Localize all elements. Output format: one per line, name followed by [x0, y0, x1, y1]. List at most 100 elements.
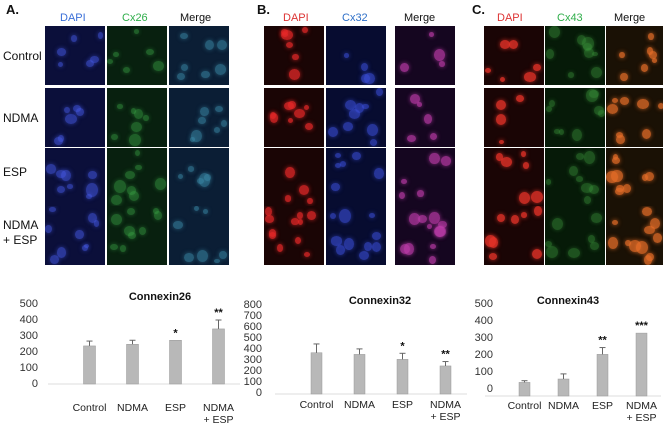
cell-nucleus — [296, 212, 304, 219]
micrograph-tile — [545, 206, 605, 265]
y-tick-label: 400 — [244, 343, 262, 355]
cell-nucleus — [127, 185, 136, 196]
y-tick-label: 100 — [20, 362, 38, 374]
cell-nucleus — [635, 241, 648, 254]
cell-nucleus — [57, 61, 64, 68]
cell-nucleus — [648, 51, 658, 60]
cell-nucleus — [643, 254, 653, 265]
cell-nucleus — [417, 214, 427, 223]
cell-nucleus — [592, 51, 598, 57]
cell-nucleus — [57, 135, 64, 142]
cell-nucleus — [173, 221, 183, 229]
cell-nucleus — [83, 243, 89, 248]
cell-nucleus — [181, 64, 189, 71]
cell-nucleus — [584, 195, 592, 204]
cell-nucleus — [658, 103, 663, 110]
cell-nucleus — [567, 72, 575, 79]
cell-nucleus — [616, 135, 625, 144]
cell-nucleus — [284, 166, 295, 179]
cell-nucleus — [201, 70, 210, 79]
cell-nucleus — [364, 73, 375, 84]
cell-nucleus — [196, 177, 204, 184]
cell-nucleus — [49, 255, 59, 265]
micrograph-tile — [169, 206, 229, 265]
cell-nucleus — [611, 170, 623, 182]
cell-nucleus — [531, 248, 542, 260]
micrograph-tile — [606, 26, 663, 85]
cell-nucleus — [607, 236, 619, 249]
cell-nucleus — [264, 215, 275, 223]
cell-nucleus — [213, 127, 220, 134]
significance-marker: * — [173, 327, 178, 339]
bar — [353, 354, 366, 395]
bar — [169, 340, 182, 385]
cell-nucleus — [304, 252, 311, 257]
cell-nucleus — [429, 152, 440, 165]
cell-nucleus — [406, 135, 416, 143]
cell-nucleus — [264, 207, 272, 216]
y-tick-label: 0 — [32, 378, 38, 390]
cell-nucleus — [335, 162, 342, 168]
category-label: ESP — [392, 399, 413, 411]
micrograph-tile — [484, 148, 544, 207]
cell-nucleus — [122, 66, 131, 74]
cell-nucleus — [294, 108, 305, 119]
cell-nucleus — [204, 173, 211, 181]
cell-nucleus — [428, 256, 436, 265]
micrograph-tile — [169, 88, 229, 147]
cell-nucleus — [545, 241, 553, 248]
micrograph-tile — [326, 88, 386, 147]
cell-nucleus — [177, 173, 183, 180]
cell-nucleus — [591, 213, 603, 223]
cell-nucleus — [533, 63, 542, 72]
category-label: ESP — [592, 400, 613, 412]
cell-nucleus — [613, 153, 619, 160]
cell-nucleus — [49, 207, 56, 213]
cell-nucleus — [339, 160, 346, 167]
cell-nucleus — [283, 101, 295, 111]
cell-nucleus — [153, 207, 159, 214]
micrograph-tile — [326, 148, 386, 207]
cell-nucleus — [291, 218, 299, 225]
cell-nucleus — [128, 190, 140, 202]
category-label: + ESP — [203, 414, 233, 423]
micrograph-tile — [545, 26, 605, 85]
cell-nucleus — [641, 206, 652, 216]
micrograph-tile — [484, 26, 544, 85]
cell-nucleus — [177, 73, 185, 81]
cell-nucleus — [641, 174, 648, 182]
col-head-cx43: Cx43 — [557, 12, 583, 24]
y-tick-label: 500 — [20, 298, 38, 310]
cell-nucleus — [510, 215, 520, 225]
micrograph-tile — [45, 206, 105, 265]
cell-nucleus — [298, 185, 310, 196]
micrograph-tile — [395, 148, 455, 207]
cell-nucleus — [221, 120, 227, 127]
micrograph-tile — [45, 148, 105, 207]
cell-nucleus — [358, 250, 370, 261]
cell-nucleus — [434, 48, 446, 61]
micrograph-tile — [264, 148, 324, 207]
cell-nucleus — [135, 164, 142, 171]
cell-nucleus — [276, 243, 284, 252]
micrograph-tile — [169, 148, 229, 207]
cell-nucleus — [401, 178, 407, 185]
cell-nucleus — [497, 213, 505, 222]
micrograph-tile — [395, 88, 455, 147]
cell-nucleus — [345, 100, 356, 110]
cell-nucleus — [61, 169, 71, 181]
cell-nucleus — [110, 194, 122, 206]
cell-nucleus — [495, 100, 506, 111]
cell-nucleus — [641, 129, 651, 140]
cell-nucleus — [533, 206, 543, 217]
cell-nucleus — [500, 77, 506, 83]
cell-nucleus — [516, 95, 525, 103]
cell-nucleus — [303, 105, 309, 111]
cell-nucleus — [127, 207, 136, 215]
cell-nucleus — [179, 32, 188, 40]
cell-nucleus — [127, 231, 137, 240]
micrograph-tile — [107, 148, 167, 207]
cell-nucleus — [612, 220, 619, 226]
cell-nucleus — [508, 39, 519, 50]
